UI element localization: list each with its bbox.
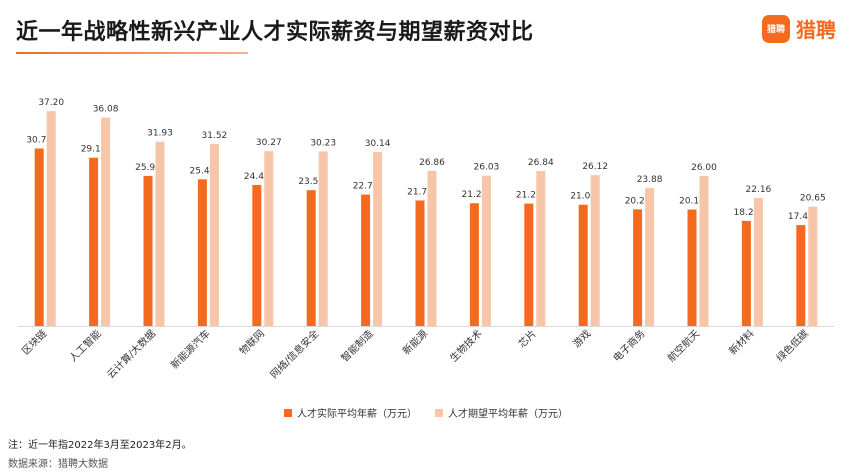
x-tick-label: 生物技术	[447, 327, 484, 364]
bar-actual	[361, 194, 371, 326]
data-label-actual: 25.99	[135, 163, 161, 173]
x-tick-label: 网络/信息安全	[267, 327, 321, 381]
bar-actual	[415, 200, 425, 326]
bar-expected	[46, 111, 56, 326]
legend-swatch-actual	[284, 408, 292, 417]
x-tick-label: 新能源汽车	[168, 327, 213, 372]
bar-actual	[143, 175, 153, 326]
data-label-actual: 21.26	[462, 190, 488, 200]
brand-logo: 猎聘 猎聘	[762, 14, 836, 43]
legend-swatch-expected	[435, 408, 443, 417]
data-label-expected: 30.14	[365, 139, 391, 149]
x-tick-label: 航空航天	[665, 327, 702, 364]
bar-actual	[469, 203, 479, 326]
x-tick-label: 游戏	[570, 327, 593, 350]
legend-item-expected: 人才期望平均年薪（万元）	[435, 405, 568, 420]
title-underline	[16, 52, 248, 54]
bar-actual	[741, 220, 751, 326]
bar-expected	[699, 175, 709, 326]
bar-expected	[645, 188, 655, 326]
x-tick-label: 绿色低碳	[773, 327, 810, 364]
bar-expected	[209, 143, 219, 326]
bar-actual	[796, 225, 806, 326]
logo-icon: 猎聘	[762, 14, 790, 43]
data-label-actual: 18.20	[734, 208, 760, 218]
bar-expected	[590, 175, 600, 326]
data-label-expected: 30.27	[256, 138, 282, 148]
bar-expected	[427, 170, 437, 326]
data-label-actual: 30.74	[26, 135, 52, 145]
data-label-actual: 21.74	[407, 187, 433, 197]
x-tick-label: 新能源	[400, 327, 430, 357]
data-label-actual: 20.17	[679, 197, 705, 207]
bar-expected	[373, 151, 383, 326]
data-label-actual: 22.76	[353, 182, 379, 192]
bar-expected	[264, 151, 274, 326]
bar-actual	[89, 157, 99, 326]
data-label-expected: 26.03	[474, 163, 500, 173]
bar-actual	[687, 209, 697, 326]
legend-label-expected: 人才期望平均年薪（万元）	[448, 409, 568, 420]
data-label-actual: 25.40	[190, 166, 216, 176]
data-label-expected: 23.88	[637, 175, 663, 185]
data-label-expected: 31.52	[202, 131, 228, 141]
bar-expected	[155, 141, 165, 326]
x-tick-label: 新材料	[726, 327, 756, 357]
data-label-expected: 36.08	[93, 105, 119, 115]
data-label-actual: 21.20	[516, 191, 542, 201]
bar-expected	[318, 151, 328, 326]
chart-legend: 人才实际平均年薪（万元） 人才期望平均年薪（万元）	[0, 405, 852, 420]
data-label-expected: 31.93	[147, 129, 173, 139]
bar-expected	[536, 170, 546, 326]
logo-text: 猎聘	[796, 18, 836, 42]
footnote: 注：近一年指2022年3月至2023年2月。	[8, 440, 192, 451]
data-label-expected: 26.00	[691, 163, 717, 173]
bar-actual	[633, 209, 643, 326]
x-tick-label: 物联网	[237, 327, 267, 357]
data-label-expected: 26.84	[528, 158, 554, 168]
data-label-expected: 30.23	[310, 138, 336, 148]
bar-actual	[197, 179, 207, 326]
bar-expected	[481, 175, 491, 326]
data-label-expected: 22.16	[746, 185, 772, 195]
page-title: 近一年战略性新兴产业人才实际薪资与期望薪资对比	[16, 20, 534, 45]
data-label-expected: 26.86	[419, 158, 445, 168]
legend-item-actual: 人才实际平均年薪（万元）	[284, 405, 417, 420]
bar-actual	[306, 190, 316, 326]
data-label-actual: 20.20	[625, 196, 651, 206]
x-tick-label: 智能制造	[338, 327, 375, 364]
bar-expected	[101, 117, 111, 326]
data-label-expected: 26.12	[582, 162, 608, 172]
x-tick-label: 区块链	[19, 327, 49, 357]
data-label-actual: 24.43	[244, 172, 270, 182]
data-label-expected: 37.20	[38, 98, 64, 108]
data-label-actual: 17.48	[788, 212, 814, 222]
bar-actual	[524, 203, 534, 326]
data-label-actual: 21.00	[570, 192, 596, 202]
legend-label-actual: 人才实际平均年薪（万元）	[297, 409, 417, 420]
data-label-expected: 20.65	[800, 194, 826, 204]
x-tick-label: 芯片	[516, 327, 539, 350]
x-tick-label: 人工智能	[66, 327, 103, 364]
data-label-actual: 23.52	[298, 177, 324, 187]
bar-actual	[34, 148, 44, 326]
bar-expected	[808, 206, 818, 326]
x-tick-label: 电子商务	[610, 327, 647, 364]
data-source: 数据来源：猎聘大数据	[8, 459, 108, 470]
bar-actual	[252, 184, 262, 326]
data-label-actual: 29.14	[81, 145, 107, 155]
bar-expected	[753, 198, 763, 326]
bar-actual	[578, 204, 588, 326]
x-tick-label: 云计算/大数据	[104, 327, 158, 381]
